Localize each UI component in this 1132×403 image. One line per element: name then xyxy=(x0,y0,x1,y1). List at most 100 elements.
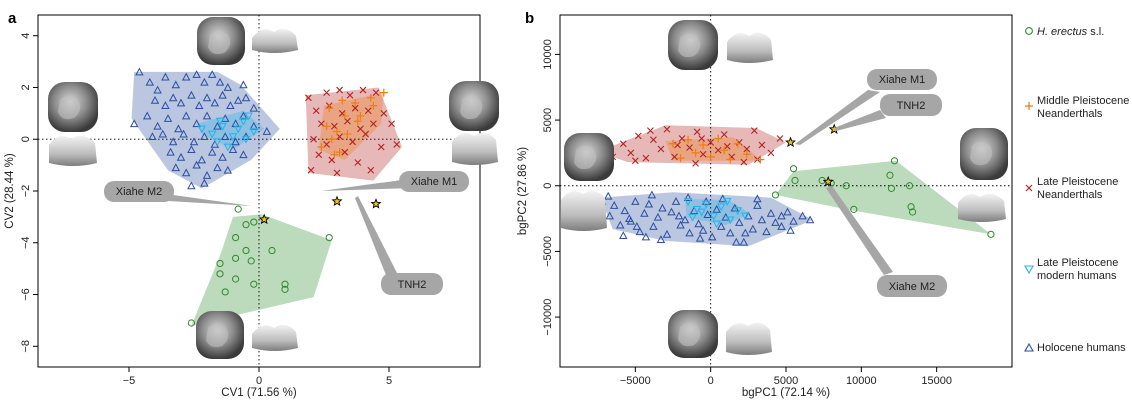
data-point-inverted-triangle xyxy=(244,112,253,121)
data-point-plus xyxy=(726,155,735,164)
data-point-triangle xyxy=(179,129,188,138)
data-point-triangle xyxy=(644,199,654,208)
data-point-triangle xyxy=(200,77,209,86)
data-point-cross xyxy=(359,86,367,94)
data-point-triangle xyxy=(150,95,160,104)
data-point-triangle xyxy=(698,225,708,234)
data-point-triangle xyxy=(798,211,807,220)
data-point-triangle xyxy=(218,152,227,161)
data-point-triangle xyxy=(202,111,212,120)
data-point-cross xyxy=(619,140,627,148)
data-point-cross xyxy=(312,107,320,115)
data-point-triangle xyxy=(753,200,762,209)
data-point-plus xyxy=(356,111,365,120)
data-point-triangle xyxy=(168,93,178,102)
data-point-triangle xyxy=(187,181,196,190)
data-point-triangle xyxy=(181,111,191,120)
data-point-cross xyxy=(698,135,706,142)
callout-xiahe-m2-a: Xiahe M2 xyxy=(104,181,252,206)
y-tick-label: −2 xyxy=(20,185,32,198)
y-tick-label: 5000 xyxy=(542,108,554,132)
callout-xiahe-m1-b: Xiahe M1 xyxy=(795,69,937,145)
data-point-triangle xyxy=(228,145,238,153)
data-point-circle xyxy=(905,182,914,190)
data-point-cross xyxy=(678,135,686,142)
data-point-circle xyxy=(242,221,250,229)
data-point-triangle xyxy=(171,80,181,89)
data-point-inverted-triangle xyxy=(733,207,743,216)
data-point-triangle xyxy=(707,232,717,241)
data-point-circle xyxy=(268,246,276,255)
data-point-triangle xyxy=(640,208,649,217)
callout-label: TNH2 xyxy=(398,279,427,291)
data-point-circle xyxy=(907,203,915,211)
data-point-triangle xyxy=(789,216,798,225)
specimen-star-marker xyxy=(370,198,382,209)
x-tick-label: 5 xyxy=(386,375,392,387)
legend-marker-cross xyxy=(1025,184,1033,192)
data-point-triangle xyxy=(805,215,815,224)
data-point-cross xyxy=(647,127,654,134)
data-point-triangle xyxy=(712,204,721,213)
data-point-inverted-triangle xyxy=(207,130,217,139)
y-tick-label: 4 xyxy=(20,33,32,39)
data-point-triangle xyxy=(744,211,753,220)
data-point-cross xyxy=(707,139,715,146)
data-point-triangle xyxy=(732,237,741,246)
data-point-triangle xyxy=(207,147,217,156)
data-point-triangle xyxy=(174,124,183,133)
data-point-triangle xyxy=(239,111,248,120)
legend-item-h-erectus: H. erectus s.l. xyxy=(1025,26,1104,38)
x-tick-label: −5 xyxy=(123,375,136,387)
x-tick-label: 0 xyxy=(708,375,714,387)
data-point-triangle xyxy=(181,72,191,81)
y-tick-label: −6 xyxy=(20,288,32,301)
x-tick-label: 0 xyxy=(256,375,262,387)
data-point-triangle xyxy=(200,178,209,187)
data-point-circle xyxy=(850,205,858,213)
data-point-triangle xyxy=(171,163,181,172)
data-point-cross xyxy=(674,141,681,149)
panel-b-y-axis-title: bgPC2 (27.86 %) xyxy=(517,147,529,235)
data-point-triangle xyxy=(210,98,220,107)
legend-label-h-erectus: H. erectus s.l. xyxy=(1037,26,1104,38)
data-point-inverted-triangle xyxy=(741,212,750,221)
callout-tnh2-a: TNH2 xyxy=(355,196,443,295)
data-point-circle xyxy=(187,319,195,327)
data-point-plus xyxy=(756,155,765,164)
data-point-plus xyxy=(714,134,723,143)
data-point-cross xyxy=(686,144,693,152)
data-point-plus xyxy=(338,96,347,105)
data-point-cross xyxy=(346,91,354,99)
specimen-star-marker xyxy=(331,195,343,207)
legend-marker-triangle xyxy=(1024,342,1034,352)
data-point-circle xyxy=(886,171,894,179)
data-point-plus xyxy=(742,150,751,159)
data-point-triangle xyxy=(187,145,196,153)
data-point-triangle xyxy=(766,208,776,217)
data-point-triangle xyxy=(161,72,170,81)
data-point-triangle xyxy=(163,114,173,122)
data-point-plus xyxy=(351,99,360,107)
data-point-triangle xyxy=(218,90,227,99)
data-point-circle xyxy=(232,254,240,262)
data-point-triangle xyxy=(605,211,614,220)
data-point-plus xyxy=(669,139,677,148)
data-point-plus xyxy=(366,93,375,102)
legend-label-suffix: s.l. xyxy=(1087,26,1104,38)
data-point-cross xyxy=(663,125,671,133)
data-point-triangle xyxy=(187,90,196,99)
data-point-plus xyxy=(369,101,378,110)
data-point-inverted-triangle xyxy=(213,138,222,147)
data-point-triangle xyxy=(656,235,666,243)
y-tick-label: 0 xyxy=(542,183,554,189)
legend-label-holocene: Holocene humans xyxy=(1037,342,1126,354)
data-point-cross xyxy=(767,149,775,157)
data-point-triangle xyxy=(676,220,685,229)
data-point-triangle xyxy=(716,222,726,230)
legend: H. erectus s.l. Middle Pleistocene Neand… xyxy=(1024,26,1129,354)
data-point-cross xyxy=(315,151,323,159)
data-point-plus xyxy=(379,88,388,97)
data-point-plus xyxy=(335,148,344,157)
data-point-inverted-triangle xyxy=(688,213,697,222)
